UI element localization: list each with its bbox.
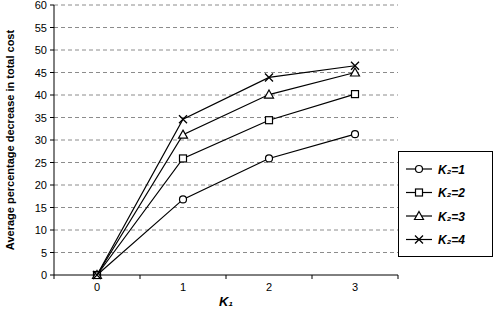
- point: [266, 155, 273, 162]
- y-tick-label: 10: [35, 224, 47, 236]
- y-tick-label: 15: [35, 202, 47, 214]
- grid-line: [54, 117, 398, 118]
- series-line: [97, 66, 355, 275]
- grid-line: [54, 252, 398, 253]
- y-tick: [50, 72, 54, 73]
- y-tick: [50, 230, 54, 231]
- legend-marker: [416, 166, 423, 173]
- point: [180, 196, 187, 203]
- point: [94, 272, 101, 279]
- x-tick-label: 3: [352, 281, 358, 293]
- point: [352, 131, 359, 138]
- grid-line: [54, 27, 398, 28]
- y-axis-title: Average percentage decrease in total cos…: [4, 30, 16, 251]
- y-tick-label: 40: [35, 89, 47, 101]
- y-tick-label: 60: [35, 0, 47, 11]
- point: [265, 90, 274, 98]
- x-axis-title: K₁: [219, 294, 233, 309]
- y-tick: [50, 5, 54, 6]
- y-tick-label: 30: [35, 134, 47, 146]
- point: [352, 91, 359, 98]
- legend-box: [399, 152, 493, 257]
- y-tick: [50, 207, 54, 208]
- x-tick: [312, 275, 313, 279]
- point: [265, 73, 273, 81]
- y-tick-label: 5: [41, 247, 47, 259]
- x-tick-label: 1: [180, 281, 186, 293]
- y-tick: [50, 117, 54, 118]
- y-tick: [50, 252, 54, 253]
- x-tick-label: 0: [94, 281, 100, 293]
- plot-area: [93, 62, 360, 279]
- point: [93, 271, 101, 279]
- series-line: [97, 73, 355, 276]
- y-tick: [50, 275, 54, 276]
- y-axis: [54, 5, 55, 275]
- grid-line: [54, 162, 398, 163]
- grid-line: [54, 50, 398, 51]
- grid-line: [54, 230, 398, 231]
- y-tick: [50, 185, 54, 186]
- legend-label: K₂=4: [438, 233, 465, 247]
- y-tick-label: 55: [35, 22, 47, 34]
- legend-marker: [415, 212, 424, 220]
- point: [93, 271, 102, 279]
- y-tick: [50, 50, 54, 51]
- y-tick-label: 50: [35, 44, 47, 56]
- grid-line: [54, 207, 398, 208]
- y-tick: [50, 140, 54, 141]
- x-tick: [54, 275, 55, 279]
- chart-svg: 0 5 10 15 20 25 30 35 40 45 50 55 60 0 1 2 3 K₁ Average pe…: [0, 0, 500, 317]
- x-tick: [226, 275, 227, 279]
- y-tick: [50, 162, 54, 163]
- y-tick-label: 0: [41, 269, 47, 281]
- y-tick: [50, 95, 54, 96]
- point: [94, 272, 101, 279]
- y-tick-label: 35: [35, 112, 47, 124]
- legend-label: K₂=2: [438, 186, 465, 200]
- y-tick-label: 20: [35, 179, 47, 191]
- x-tick: [398, 275, 399, 279]
- legend: K₂=1 K₂=2 K₂=3 K₂=4: [399, 152, 493, 257]
- y-tick: [50, 27, 54, 28]
- y-tick-label: 25: [35, 157, 47, 169]
- x-tick-label: 2: [266, 281, 272, 293]
- grid-line: [54, 95, 398, 96]
- legend-marker: [416, 189, 423, 196]
- grid-line: [54, 185, 398, 186]
- chart-root: 0 5 10 15 20 25 30 35 40 45 50 55 60 0 1 2 3 K₁ Average pe…: [0, 0, 500, 317]
- series-line: [97, 94, 355, 275]
- point: [266, 117, 273, 124]
- y-tick-label: 45: [35, 67, 47, 79]
- grid-line: [54, 72, 398, 73]
- legend-marker: [415, 236, 423, 244]
- point: [179, 115, 187, 123]
- point: [180, 155, 187, 162]
- legend-label: K₂=1: [438, 163, 465, 177]
- point: [179, 130, 188, 138]
- grid-line: [54, 5, 398, 6]
- x-tick: [140, 275, 141, 279]
- legend-label: K₂=3: [438, 210, 465, 224]
- point: [351, 62, 359, 70]
